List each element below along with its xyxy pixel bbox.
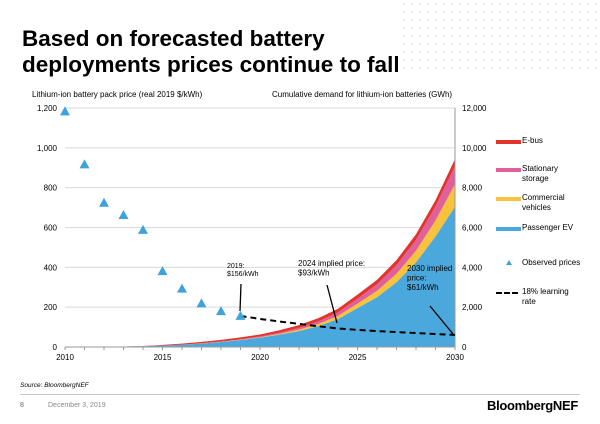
page-number: 8 <box>20 402 24 409</box>
left-axis-label: Lithium-ion battery pack price (real 201… <box>32 90 203 99</box>
right-tick-label: 8,000 <box>462 184 483 193</box>
observed-price-marker <box>99 197 109 207</box>
left-tick-label: 200 <box>44 303 58 312</box>
observed-price-marker <box>216 306 226 316</box>
footer-date: December 3, 2019 <box>48 402 106 409</box>
observed-price-marker <box>235 310 246 320</box>
left-tick-label: 600 <box>44 224 58 233</box>
annotation-2030: 2030 implied price: $61/kWh <box>407 264 452 292</box>
chart: 0 0 200 2,000 400 4,000 600 6,000 800 8,000 1,000 1… <box>37 104 487 362</box>
x-tick-label: 2025 <box>349 353 367 362</box>
annotation-2019: 2019: $156/kWh <box>227 263 259 278</box>
right-axis-label: Cumulative demand for lithium-ion batter… <box>272 90 453 99</box>
left-tick-label: 800 <box>44 184 58 193</box>
legend-label: Observed prices <box>522 258 581 267</box>
observed-price-marker <box>138 224 148 234</box>
annotation-leader <box>326 284 338 324</box>
area-commercial-vehicles <box>65 184 455 347</box>
legend-swatch <box>496 140 521 144</box>
right-tick-label: 4,000 <box>462 263 483 272</box>
left-tick-label: 1,200 <box>37 104 58 113</box>
left-tick-label: 400 <box>44 263 58 272</box>
left-tick-label: 1,000 <box>37 144 58 153</box>
area-stationary-storage <box>65 165 455 347</box>
right-tick-label: 2,000 <box>462 303 483 312</box>
brand-logo: BloombergNEF <box>486 398 578 413</box>
legend-label: Commercial vehicles <box>522 193 565 212</box>
x-tick-label: 2010 <box>56 353 74 362</box>
right-tick-label: 6,000 <box>462 224 483 233</box>
observed-price-marker <box>196 298 207 308</box>
legend-label: E-bus <box>522 136 543 145</box>
legend-label: Passenger EV <box>522 223 574 232</box>
x-tick-label: 2015 <box>154 353 172 362</box>
right-tick-label: 12,000 <box>462 104 487 113</box>
footer-divider <box>20 394 580 395</box>
annotation-leader <box>429 305 454 335</box>
legend-label: 18% learning rate <box>522 287 569 306</box>
area-passenger-ev <box>65 206 455 347</box>
annotation-leader <box>239 283 242 312</box>
dashed-line-icon <box>496 292 518 294</box>
legend-swatch <box>496 197 521 201</box>
x-tick-label: 2030 <box>446 353 464 362</box>
observed-price-marker <box>177 283 187 293</box>
page-title: Based on forecasted battery deployments … <box>22 26 400 77</box>
source-note: Source: BloombergNEF <box>20 382 89 389</box>
legend-swatch <box>496 227 521 231</box>
triangle-icon <box>506 260 512 265</box>
right-tick-label: 0 <box>462 343 467 352</box>
legend-label: Stationary storage <box>522 164 559 183</box>
observed-price-marker <box>79 159 90 169</box>
observed-price-marker <box>157 266 168 276</box>
observed-price-marker <box>118 209 129 219</box>
observed-price-marker <box>60 106 70 116</box>
x-tick-label: 2020 <box>251 353 269 362</box>
legend-swatch <box>496 168 521 172</box>
left-tick-label: 0 <box>53 343 58 352</box>
annotation-2024: 2024 implied price: $93/kWh <box>298 259 365 278</box>
right-tick-label: 10,000 <box>462 144 487 153</box>
decorative-dot-pattern <box>400 0 600 70</box>
